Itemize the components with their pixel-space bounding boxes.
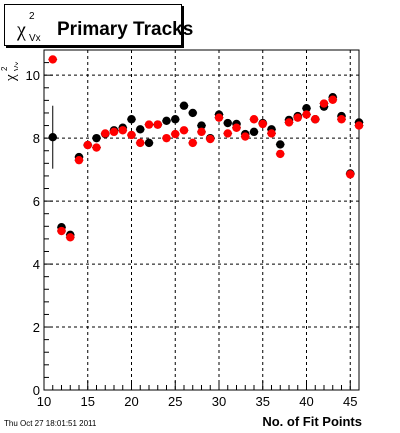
data-point [188,108,197,118]
y-tick-label: 8 [33,131,40,146]
data-point [136,138,145,148]
data-point [241,132,250,141]
data-point [48,133,57,142]
axes [43,49,360,391]
data-point [249,115,259,124]
data-point [328,95,337,104]
tick-labels: 10 15 20 25 30 35 40 45 0 2 4 6 8 10 [26,68,358,409]
data-point [232,123,241,132]
data-point [144,138,154,148]
data-point [48,55,57,64]
y-axis-label: χ 2 Vx [0,50,18,90]
series-black [48,93,364,239]
data-point [109,127,119,137]
data-point [311,115,320,124]
x-tick-label: 15 [81,394,95,409]
data-point [83,140,92,150]
title-chi-sup: 2 [29,11,35,22]
data-point [171,129,180,139]
y-axis-chi-sub: Vx [13,62,18,71]
y-axis-chi-sup: 2 [0,66,9,71]
data-point [223,118,232,128]
data-point [302,104,311,113]
chart-title: Primary Tracks [57,19,194,40]
data-point [127,115,136,124]
data-point [153,120,162,129]
data-point [162,133,171,143]
data-point [162,116,171,126]
data-point [267,129,276,138]
title-chi: χ [17,19,26,41]
data-point [92,143,101,152]
data-point [74,155,84,165]
series-red [48,55,364,242]
data-point [276,149,285,159]
timestamp-footer: Thu Oct 27 18:01:51 2011 [4,419,97,428]
data-point [206,134,215,144]
data-point [354,121,364,130]
data-point [337,115,346,124]
data-point [249,127,259,137]
x-axis-label: No. of Fit Points [262,414,362,429]
data-point [302,110,311,119]
data-point [197,121,206,130]
data-series [48,55,364,242]
data-point [258,119,267,129]
x-tick-label: 35 [256,394,270,409]
data-point [188,138,197,148]
data-point [197,127,206,137]
y-axis-chi: χ [3,74,18,82]
x-tick-label: 40 [299,394,313,409]
x-tick-label: 20 [124,394,138,409]
data-point [57,226,66,236]
data-point [66,233,75,242]
data-point [214,113,224,122]
data-point [276,140,285,149]
data-point [118,126,127,135]
x-tick-label: 10 [37,394,51,409]
y-tick-label: 2 [33,320,40,335]
x-tick-label: 30 [212,394,226,409]
data-point [136,125,145,134]
x-tick-label: 45 [343,394,357,409]
title-chi-sub: Vx [29,33,41,44]
data-point [284,118,294,127]
y-tick-label: 4 [33,257,40,272]
data-point [101,129,110,138]
grid-lines [44,50,359,390]
data-point [293,113,302,122]
y-tick-label: 10 [26,68,40,83]
data-point [171,115,180,124]
y-tick-label: 6 [33,194,40,209]
x-tick-label: 25 [168,394,182,409]
data-point [179,101,189,110]
data-point [92,133,101,143]
data-point [319,99,329,108]
data-point [346,170,355,179]
y-tick-label: 0 [33,383,40,398]
data-point [179,126,189,135]
data-point [223,129,232,138]
data-point [144,120,154,129]
plot-frame [43,49,360,391]
data-point [127,130,136,140]
title-box: χ 2 Vx Primary Tracks [4,4,193,46]
